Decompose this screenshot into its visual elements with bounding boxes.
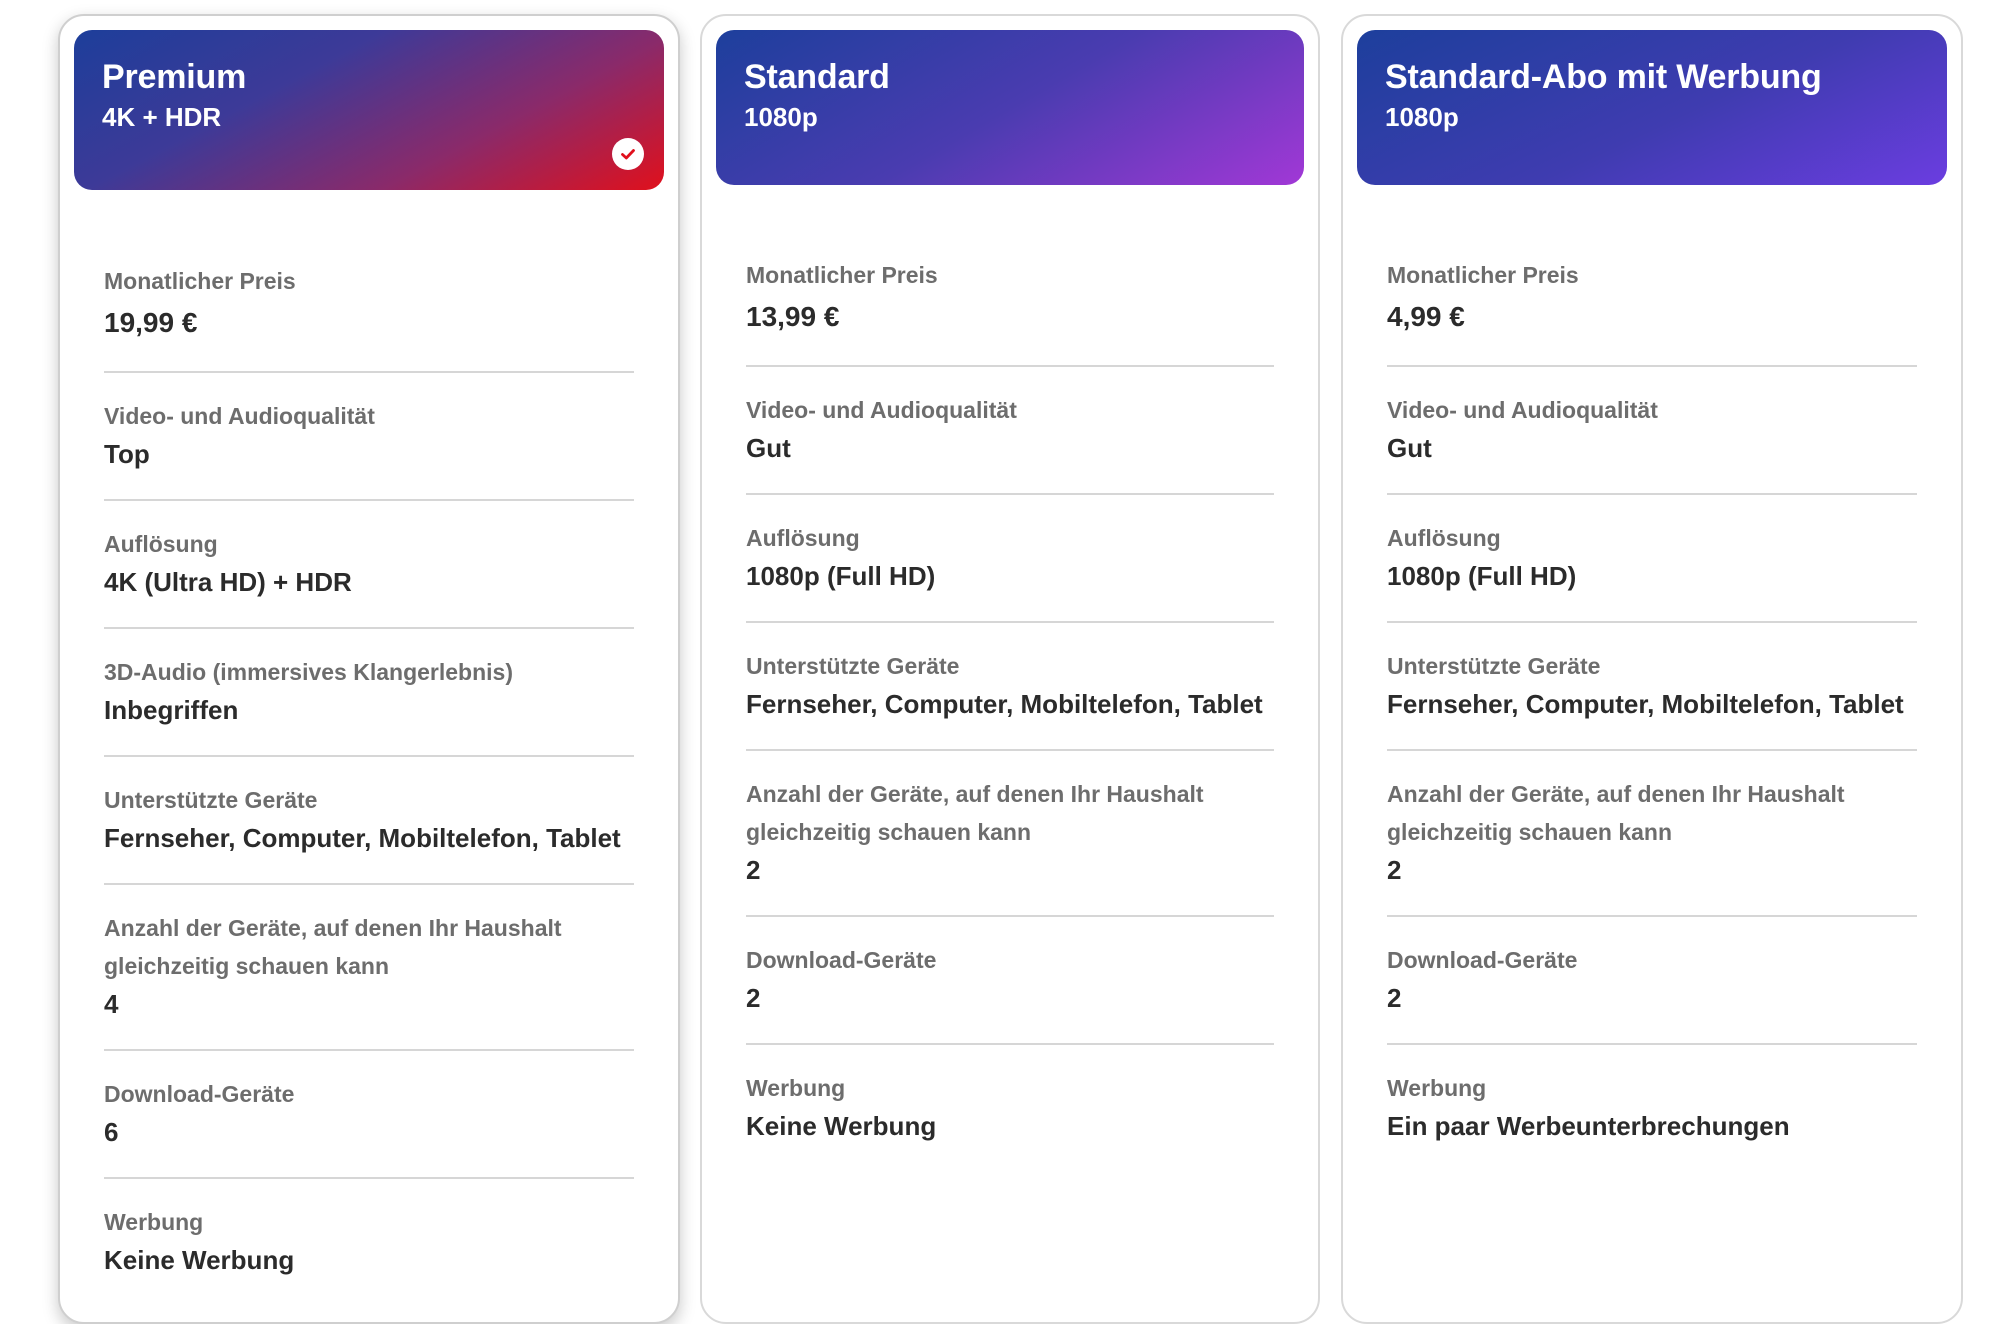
plan-name: Premium — [102, 58, 247, 96]
plan-card-standard[interactable]: Standard 1080p Monatlicher Preis 13,99 €… — [700, 14, 1320, 1324]
feature-label: Download-Geräte — [104, 1081, 295, 1107]
feature-label: Video- und Audioqualität — [1387, 397, 1658, 423]
feature-label: Auflösung — [1387, 525, 1501, 551]
feature-value: 2 — [746, 983, 761, 1013]
plan-quality: 4K + HDR — [102, 102, 222, 132]
feature-value: 1080p (Full HD) — [1387, 561, 1577, 591]
feature-label: Unterstützte Geräte — [1387, 653, 1601, 679]
feature-video-audio-quality: Video- und Audioqualität Top — [104, 373, 634, 501]
plan-card-standard-with-ads[interactable]: Standard-Abo mit Werbung 1080p Monatlich… — [1341, 14, 1963, 1324]
feature-value: Fernseher, Computer, Mobiltelefon, Table… — [104, 823, 621, 853]
feature-video-audio-quality: Video- und Audioqualität Gut — [746, 367, 1274, 495]
feature-label: Video- und Audioqualität — [104, 403, 375, 429]
feature-value: 4K (Ultra HD) + HDR — [104, 567, 352, 597]
feature-list: Monatlicher Preis 13,99 € Video- und Aud… — [746, 232, 1274, 1171]
feature-download-devices: Download-Geräte 2 — [746, 917, 1274, 1045]
feature-label: Download-Geräte — [746, 947, 937, 973]
feature-value: Fernseher, Computer, Mobiltelefon, Table… — [746, 689, 1263, 719]
feature-label: 3D-Audio (immersives Klangerlebnis) — [104, 659, 513, 685]
feature-value: 13,99 € — [746, 301, 840, 332]
plan-name: Standard-Abo mit Werbung — [1385, 58, 1822, 96]
plan-name: Standard — [744, 58, 890, 96]
feature-value: 2 — [746, 855, 761, 885]
feature-supported-devices: Unterstützte Geräte Fernseher, Computer,… — [1387, 623, 1917, 751]
feature-ads: Werbung Keine Werbung — [746, 1045, 1274, 1171]
feature-label: Auflösung — [104, 531, 218, 557]
feature-value: 4,99 € — [1387, 301, 1465, 332]
feature-monthly-price: Monatlicher Preis 4,99 € — [1387, 232, 1917, 367]
feature-download-devices: Download-Geräte 2 — [1387, 917, 1917, 1045]
feature-label: Monatlicher Preis — [104, 268, 296, 294]
plan-header-premium[interactable]: Premium 4K + HDR — [74, 30, 664, 190]
feature-label: Unterstützte Geräte — [746, 653, 960, 679]
feature-label: Anzahl der Geräte, auf denen Ihr Haushal… — [1387, 781, 1845, 845]
feature-supported-devices: Unterstützte Geräte Fernseher, Computer,… — [746, 623, 1274, 751]
plan-selection: Premium 4K + HDR Monatlicher Preis 19,99… — [58, 14, 1963, 1324]
feature-label: Monatlicher Preis — [746, 262, 938, 288]
feature-resolution: Auflösung 1080p (Full HD) — [1387, 495, 1917, 623]
plan-header-standard[interactable]: Standard 1080p — [716, 30, 1304, 185]
plan-header-standard-with-ads[interactable]: Standard-Abo mit Werbung 1080p — [1357, 30, 1947, 185]
feature-label: Anzahl der Geräte, auf denen Ihr Haushal… — [746, 781, 1204, 845]
feature-value: 2 — [1387, 855, 1402, 885]
feature-simultaneous-streams: Anzahl der Geräte, auf denen Ihr Haushal… — [104, 885, 634, 1051]
feature-value: Keine Werbung — [104, 1245, 295, 1275]
feature-value: Top — [104, 439, 150, 469]
feature-value: Keine Werbung — [746, 1111, 937, 1141]
feature-value: Inbegriffen — [104, 695, 239, 725]
feature-value: Ein paar Werbeunterbrechungen — [1387, 1111, 1790, 1141]
feature-list: Monatlicher Preis 4,99 € Video- und Audi… — [1387, 232, 1917, 1171]
feature-simultaneous-streams: Anzahl der Geräte, auf denen Ihr Haushal… — [746, 751, 1274, 917]
check-circle-icon — [612, 138, 644, 170]
plan-quality: 1080p — [1385, 102, 1459, 132]
feature-value: Gut — [746, 433, 791, 463]
feature-label: Anzahl der Geräte, auf denen Ihr Haushal… — [104, 915, 562, 979]
plan-quality: 1080p — [744, 102, 818, 132]
feature-simultaneous-streams: Anzahl der Geräte, auf denen Ihr Haushal… — [1387, 751, 1917, 917]
feature-video-audio-quality: Video- und Audioqualität Gut — [1387, 367, 1917, 495]
feature-label: Werbung — [746, 1075, 846, 1101]
feature-download-devices: Download-Geräte 6 — [104, 1051, 634, 1179]
feature-label: Video- und Audioqualität — [746, 397, 1017, 423]
feature-ads: Werbung Ein paar Werbeunterbrechungen — [1387, 1045, 1917, 1171]
feature-value: 1080p (Full HD) — [746, 561, 936, 591]
feature-resolution: Auflösung 1080p (Full HD) — [746, 495, 1274, 623]
feature-value: Gut — [1387, 433, 1432, 463]
feature-spatial-audio: 3D-Audio (immersives Klangerlebnis) Inbe… — [104, 629, 634, 757]
feature-value: 19,99 € — [104, 307, 198, 338]
feature-list: Monatlicher Preis 19,99 € Video- und Aud… — [104, 238, 634, 1305]
feature-monthly-price: Monatlicher Preis 19,99 € — [104, 238, 634, 373]
feature-label: Werbung — [1387, 1075, 1487, 1101]
feature-resolution: Auflösung 4K (Ultra HD) + HDR — [104, 501, 634, 629]
feature-label: Monatlicher Preis — [1387, 262, 1579, 288]
feature-value: 4 — [104, 989, 119, 1019]
feature-value: Fernseher, Computer, Mobiltelefon, Table… — [1387, 689, 1904, 719]
feature-label: Werbung — [104, 1209, 204, 1235]
feature-label: Auflösung — [746, 525, 860, 551]
feature-value: 2 — [1387, 983, 1402, 1013]
feature-monthly-price: Monatlicher Preis 13,99 € — [746, 232, 1274, 367]
feature-label: Download-Geräte — [1387, 947, 1578, 973]
feature-ads: Werbung Keine Werbung — [104, 1179, 634, 1305]
feature-supported-devices: Unterstützte Geräte Fernseher, Computer,… — [104, 757, 634, 885]
feature-label: Unterstützte Geräte — [104, 787, 318, 813]
plan-card-premium[interactable]: Premium 4K + HDR Monatlicher Preis 19,99… — [58, 14, 680, 1324]
feature-value: 6 — [104, 1117, 119, 1147]
